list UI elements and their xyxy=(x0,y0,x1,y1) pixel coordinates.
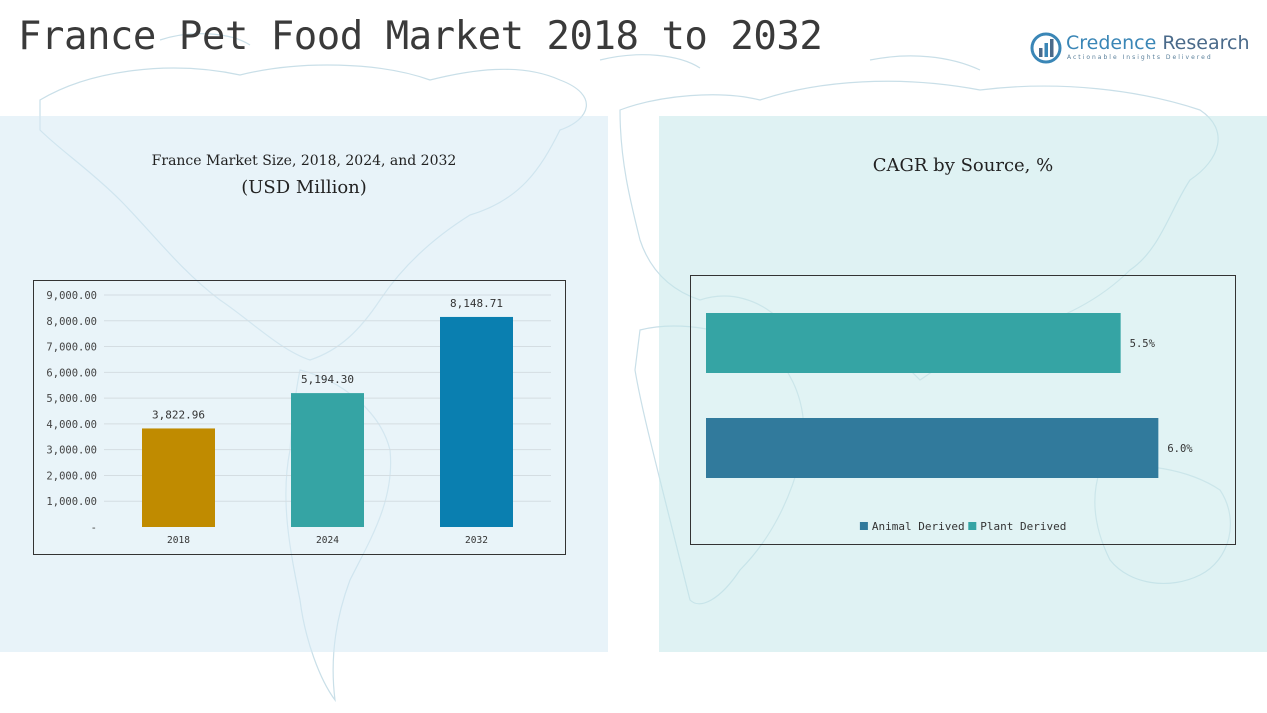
market-size-panel: France Market Size, 2018, 2024, and 2032… xyxy=(0,116,608,652)
bar-value-label: 3,822.96 xyxy=(152,408,205,421)
bar-value-label: 5,194.30 xyxy=(301,373,354,386)
cagr-panel: CAGR by Source, % 5.5% 6.0% Animal Derive… xyxy=(659,116,1267,652)
legend-swatch-animal-derived xyxy=(859,522,868,530)
cagr-chart-frame: 5.5% 6.0% Animal Derived Plant Derived xyxy=(690,275,1236,545)
cagr-hbar-chart: 5.5% 6.0% Animal Derived Plant Derived xyxy=(706,313,1193,533)
y-tick-label: 2,000.00 xyxy=(46,470,97,482)
cagr-chart-title: CAGR by Source, % xyxy=(872,155,1054,176)
market-size-chart-frame: - 1,000.00 2,000.00 3,000.00 4,000.00 5,000.0… xyxy=(33,280,566,555)
legend-swatch-plant-derived xyxy=(968,522,977,530)
bar-value-label: 5.5% xyxy=(1130,338,1156,350)
market-size-bar-chart: - 1,000.00 2,000.00 3,000.00 4,000.00 5,000.0… xyxy=(46,290,551,546)
bar-2018 xyxy=(142,428,215,527)
y-tick-label: - xyxy=(91,522,97,534)
x-tick-label: 2032 xyxy=(465,535,488,546)
bar-2024 xyxy=(291,393,364,527)
x-tick-label: 2018 xyxy=(167,535,190,546)
x-tick-label: 2024 xyxy=(316,535,339,546)
bar-plant-derived xyxy=(706,313,1121,373)
bar-2032 xyxy=(440,316,513,527)
logo-tagline: Actionable Insights Delivered xyxy=(1067,54,1213,61)
bar-animal-derived xyxy=(706,418,1159,478)
bar-value-label: 6.0% xyxy=(1167,443,1193,455)
y-tick-label: 8,000.00 xyxy=(46,316,97,328)
logo-name: Credence Research xyxy=(1066,32,1250,54)
y-tick-label: 9,000.00 xyxy=(46,290,97,302)
page-title: France Pet Food Market 2018 to 2032 xyxy=(18,14,823,59)
y-tick-label: 1,000.00 xyxy=(46,496,97,508)
market-size-chart-subtitle: (USD Million) xyxy=(241,177,367,198)
logo-icon xyxy=(1030,32,1062,64)
legend-label-plant-derived: Plant Derived xyxy=(980,520,1066,533)
y-tick-label: 6,000.00 xyxy=(46,367,97,379)
market-size-chart-title: France Market Size, 2018, 2024, and 2032 xyxy=(151,153,457,169)
y-tick-label: 4,000.00 xyxy=(46,419,97,431)
y-tick-label: 5,000.00 xyxy=(46,393,97,405)
bar-value-label: 8,148.71 xyxy=(450,297,503,310)
credence-research-logo: Credence Research Actionable Insights De… xyxy=(1030,30,1249,66)
legend-label-animal-derived: Animal Derived xyxy=(872,520,965,533)
y-tick-label: 3,000.00 xyxy=(46,445,97,457)
y-tick-label: 7,000.00 xyxy=(46,342,97,354)
